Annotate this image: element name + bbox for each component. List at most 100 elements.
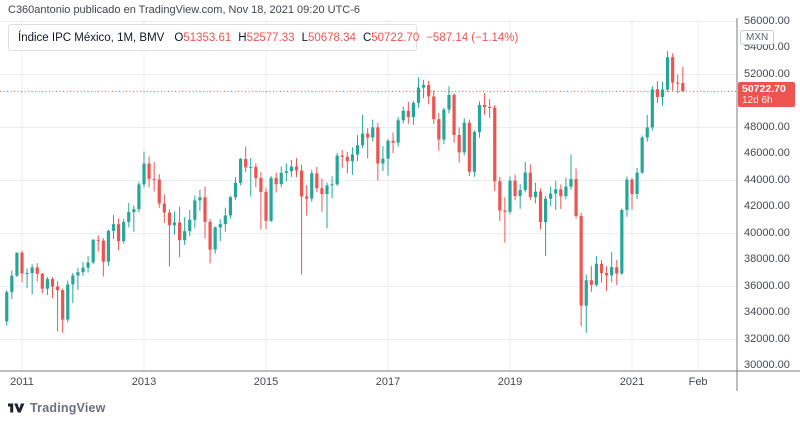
candle-body — [376, 127, 380, 164]
candle-body — [167, 212, 172, 226]
candle-body — [528, 172, 532, 198]
candle-body — [289, 166, 294, 172]
candle-body — [40, 273, 44, 289]
candle-body — [244, 158, 248, 168]
candle-body — [472, 131, 477, 172]
candle-body — [188, 219, 192, 232]
price-axis-label: 46000.00 — [744, 147, 790, 159]
candle-body — [355, 145, 360, 155]
candle-body — [599, 263, 604, 273]
candle-body — [35, 267, 39, 274]
candle-body — [508, 180, 512, 212]
candle-body — [427, 84, 431, 97]
candle-body — [25, 272, 29, 274]
candle-body — [177, 222, 182, 241]
candle-body — [213, 227, 217, 250]
candle-body — [299, 170, 304, 197]
legend-close: C50722.70 — [362, 31, 420, 44]
last-price-badge: 50722.70 12d 6h — [738, 82, 795, 107]
candle-body — [386, 140, 390, 159]
candle-body — [503, 210, 507, 212]
candle-body — [30, 267, 34, 273]
candle-body — [50, 279, 55, 287]
candle-body — [127, 212, 131, 223]
candle-body — [157, 179, 161, 204]
candle-body — [676, 82, 680, 84]
candle-body — [264, 191, 268, 221]
candle-body — [604, 272, 609, 276]
candle-body — [391, 140, 395, 143]
candle-body — [203, 197, 207, 222]
candle-body — [569, 179, 573, 187]
candle-body — [513, 180, 517, 197]
tradingview-logo-icon — [8, 403, 25, 413]
candle-body — [208, 221, 212, 250]
candle-body — [228, 197, 233, 216]
candle-body — [10, 275, 14, 293]
candle-body — [589, 280, 593, 285]
price-axis-label: 56000.00 — [744, 14, 790, 27]
candle-body — [320, 188, 324, 195]
candle-body — [650, 89, 654, 128]
candle-body — [457, 134, 461, 153]
candle-body — [452, 94, 456, 135]
candle-body — [15, 252, 19, 276]
candle-body — [381, 158, 385, 164]
candle-body — [294, 166, 299, 171]
time-axis-label: 2019 — [497, 376, 523, 388]
candle-body — [66, 284, 70, 320]
candle-body — [574, 179, 578, 216]
price-axis-label: 48000.00 — [744, 120, 790, 133]
candle-body — [620, 209, 624, 274]
candle-body — [183, 231, 187, 241]
candle-body — [559, 189, 563, 197]
price-axis-label: 30000.00 — [744, 359, 790, 371]
candle-body — [396, 120, 400, 143]
candle-body — [579, 215, 583, 306]
price-axis-label: 34000.00 — [744, 306, 790, 318]
candle-body — [360, 133, 365, 146]
candle-body — [162, 203, 166, 213]
candle-body — [635, 172, 639, 194]
time-axis-label: 2021 — [619, 376, 645, 388]
candle-body — [538, 191, 543, 223]
candle-body — [269, 177, 273, 221]
candle-body — [76, 272, 80, 276]
candle-body — [284, 171, 288, 173]
candle-body — [584, 280, 588, 306]
candle-body — [554, 189, 558, 194]
candle-body — [61, 290, 65, 320]
candle-body — [45, 279, 50, 289]
candle-body — [198, 197, 202, 201]
candle-body — [518, 190, 522, 197]
candle-body — [630, 179, 634, 194]
candle-body — [5, 292, 9, 322]
candle-body — [116, 224, 121, 242]
candle-body — [315, 173, 319, 189]
candle-body — [477, 105, 482, 132]
candle-body — [274, 177, 278, 185]
candle-body — [610, 267, 614, 276]
candle-body — [462, 122, 466, 153]
price-axis-label: 38000.00 — [744, 253, 790, 265]
legend[interactable]: Índice IPC México, 1M, BMV O51353.61 H52… — [8, 24, 518, 51]
candle-body — [533, 191, 538, 198]
candle-body — [467, 122, 471, 172]
candle-body — [371, 127, 375, 138]
candle-body — [655, 89, 660, 98]
candle-body — [101, 240, 105, 262]
candle-body — [416, 87, 421, 103]
candle-body — [442, 109, 446, 140]
candle-body — [147, 163, 151, 179]
candle-body — [594, 263, 599, 285]
candle-body — [366, 133, 370, 138]
candle-body — [71, 275, 75, 285]
candle-body — [437, 119, 441, 140]
candle-body — [330, 184, 334, 186]
price-axis-label: 40000.00 — [744, 226, 790, 239]
tradingview-logo-text: TradingView — [30, 401, 106, 415]
candle-body — [447, 94, 451, 110]
tradingview-logo[interactable]: TradingView — [8, 401, 106, 415]
